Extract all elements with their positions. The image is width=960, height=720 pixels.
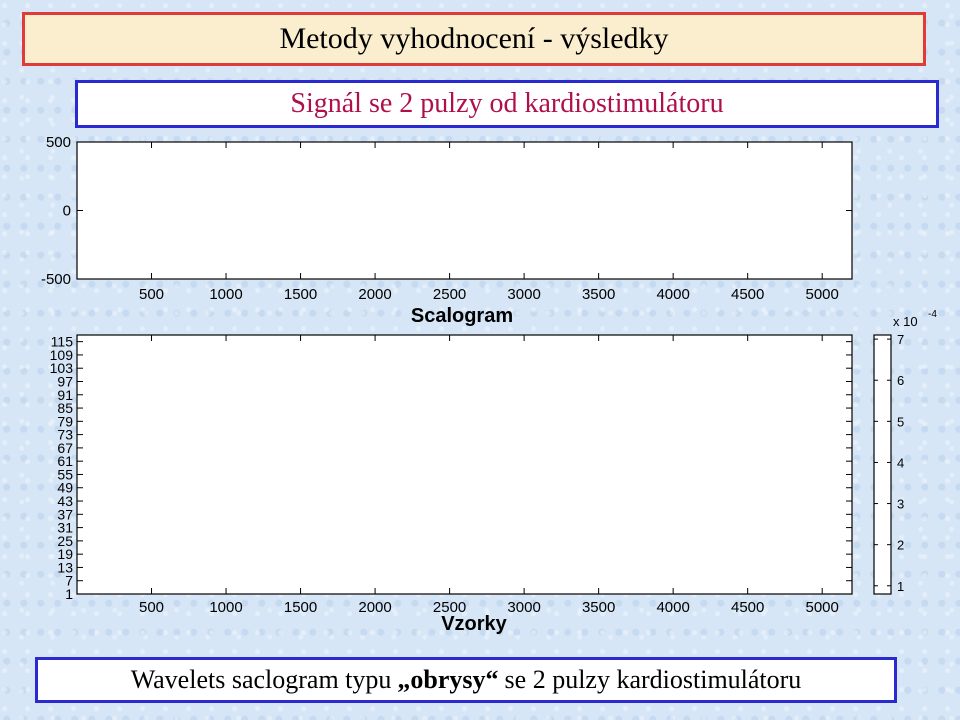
colorbar-area (873, 334, 892, 595)
signal-x-ticks: 500 1000 1500 2000 2500 3000 3500 4000 4500 5000 (139, 142, 839, 303)
scalogram-y-tick-label: 37 (57, 506, 73, 522)
signal-plot-area (76, 141, 853, 280)
colorbar-ticks: 1 2 3 4 5 6 7 (874, 332, 904, 594)
signal-x-tick-label: 500 (139, 286, 164, 303)
scalogram-y-tick-label: 13 (57, 559, 73, 575)
scalogram-y-tick-label: 49 (57, 480, 73, 496)
signal-y-ticks: -500 0 500 (41, 134, 852, 288)
scalogram-x-tick-label: 4000 (656, 599, 689, 616)
scalogram-y-ticks: 1151091039791857973676155494337312519137… (50, 334, 852, 602)
scalogram-y-tick-label: 55 (57, 466, 73, 482)
scalogram-x-tick-label: 1000 (209, 599, 242, 616)
scalogram-y-tick-label: 7 (65, 573, 73, 589)
scalogram-y-tick-label: 25 (57, 533, 73, 549)
scalogram-x-tick-label: 500 (139, 599, 164, 616)
scalogram-y-tick-label: 79 (57, 413, 73, 429)
signal-x-tick-label: 1500 (284, 286, 317, 303)
scalogram-x-tick-label: 1500 (284, 599, 317, 616)
caption-text-bold: „obrysy“ (397, 665, 499, 694)
scalogram-y-tick-label: 67 (57, 440, 73, 456)
signal-x-tick-label: 2500 (433, 286, 466, 303)
slide-subtitle: Signál se 2 pulzy od kardiostimulátoru (75, 80, 939, 128)
signal-x-tick-label: 3500 (582, 286, 615, 303)
colorbar-tick-label: 2 (897, 538, 904, 553)
scalogram-x-tick-label: 2500 (433, 599, 466, 616)
scalogram-y-tick-label: 109 (50, 347, 74, 363)
scalogram-y-tick-label: 91 (57, 387, 73, 403)
colorbar-tick-label: 7 (897, 332, 904, 347)
colorbar-tick-label: 4 (897, 455, 904, 470)
scalogram-x-tick-label: 3500 (582, 599, 615, 616)
signal-x-tick-label: 4000 (656, 286, 689, 303)
slide-subtitle-text: Signál se 2 pulzy od kardiostimulátoru (290, 88, 724, 119)
signal-x-tick-label: 3000 (507, 286, 540, 303)
scalogram-y-tick-label: 43 (57, 493, 73, 509)
scalogram-plot-area (76, 334, 853, 595)
signal-y-tick-label: 500 (46, 134, 71, 151)
signal-plot: 500 1000 1500 2000 2500 3000 3500 4000 4500 5000 … (41, 134, 853, 303)
scalogram-y-tick-label: 31 (57, 520, 73, 536)
scalogram-x-tick-label: 4500 (731, 599, 764, 616)
scalogram-y-tick-label: 73 (57, 427, 73, 443)
colorbar-tick-label: 1 (897, 579, 904, 594)
slide-caption: Wavelets saclogram typu „obrysy“ se 2 pu… (35, 657, 897, 703)
scalogram-x-tick-label: 3000 (507, 599, 540, 616)
scalogram-plot: Scalogram Vzorky 500 1000 1500 2000 2500 3000… (50, 305, 853, 635)
scalogram-y-tick-label: 115 (51, 334, 74, 350)
scalogram-title: Scalogram (411, 305, 513, 327)
scalogram-y-tick-label: 85 (57, 400, 73, 416)
signal-y-tick-label: 0 (63, 203, 71, 220)
slide-title-text: Metody vyhodnocení - výsledky (279, 22, 669, 55)
signal-x-tick-label: 1000 (209, 286, 242, 303)
signal-y-tick-label: -500 (41, 271, 71, 288)
caption-text-post: se 2 pulzy kardiostimulátoru (504, 665, 802, 694)
caption-text-pre: Wavelets saclogram typu (130, 665, 392, 694)
signal-x-tick-label: 2000 (358, 286, 391, 303)
signal-x-tick-label: 5000 (806, 286, 839, 303)
scalogram-y-tick-label: 97 (57, 373, 73, 389)
colorbar-exponent-power: -4 (928, 309, 937, 320)
scalogram-y-tick-label: 19 (57, 546, 73, 562)
colorbar: x 10 -4 1 2 3 4 5 6 7 (873, 309, 937, 595)
colorbar-tick-label: 3 (897, 497, 904, 512)
scalogram-y-tick-label: 103 (50, 360, 74, 376)
signal-x-tick-label: 4500 (731, 286, 764, 303)
scalogram-y-tick-label: 1 (65, 586, 73, 602)
colorbar-tick-label: 5 (897, 414, 904, 429)
scalogram-x-ticks: 500 1000 1500 2000 2500 3000 3500 4000 4500 5000 (139, 335, 839, 616)
scalogram-x-tick-label: 2000 (358, 599, 391, 616)
scalogram-y-tick-label: 61 (57, 453, 73, 469)
slide-title: Metody vyhodnocení - výsledky (22, 12, 926, 66)
colorbar-tick-label: 6 (897, 373, 904, 388)
scalogram-x-tick-label: 5000 (806, 599, 839, 616)
colorbar-exponent-base: x 10 (893, 314, 918, 329)
scalogram-xlabel: Vzorky (441, 613, 507, 635)
